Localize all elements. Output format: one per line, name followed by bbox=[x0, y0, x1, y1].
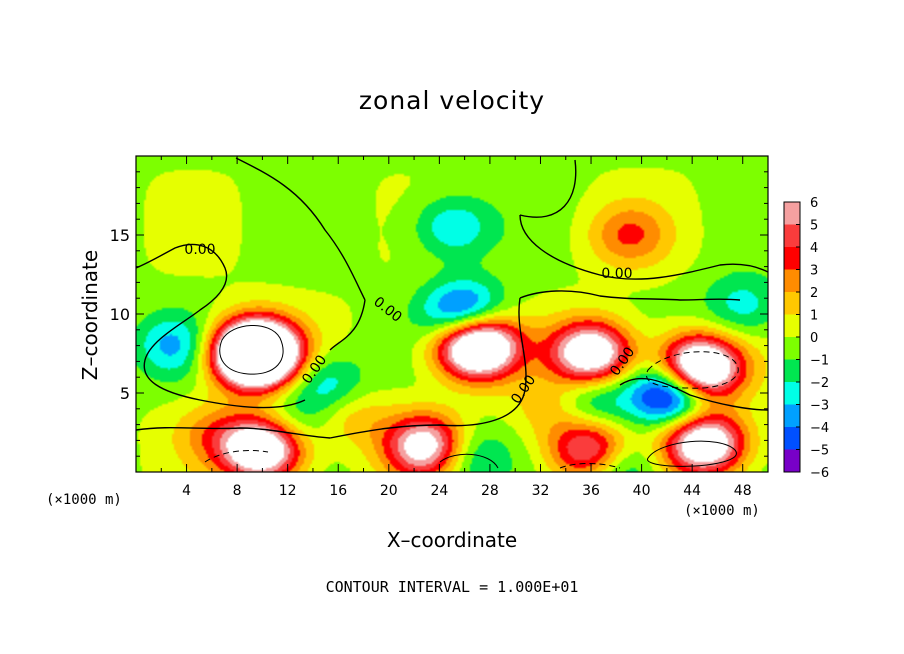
x-axis-label: X–coordinate bbox=[386, 528, 518, 552]
colorbar-tick-label: −3 bbox=[810, 399, 829, 414]
colorbar-tick-label: 4 bbox=[810, 241, 818, 256]
contour-interval-note: CONTOUR INTERVAL = 1.000E+01 bbox=[325, 578, 579, 596]
y-tick-label: 10 bbox=[110, 305, 130, 324]
chart-title: zonal velocity bbox=[358, 86, 546, 115]
colorbar-swatch bbox=[784, 337, 800, 360]
x-tick-label: 48 bbox=[734, 483, 752, 499]
x-tick-label: 32 bbox=[532, 483, 550, 499]
colorbar-swatch bbox=[784, 269, 800, 293]
colorbar-swatch-last bbox=[784, 449, 800, 472]
zero-contour-left bbox=[136, 243, 306, 409]
x-tick-label: 20 bbox=[380, 483, 398, 499]
y-tick-label: 15 bbox=[110, 226, 130, 245]
inner-contour-left bbox=[219, 325, 284, 375]
colorbar: 6 5 4 3 2 1 0 −1 −2 −3 −4 −5 −6 bbox=[783, 196, 829, 481]
colorbar-swatch bbox=[784, 224, 800, 248]
colorbar-tick-label: 6 bbox=[810, 196, 818, 211]
zero-contour-lower bbox=[136, 377, 768, 439]
inner-contour-bottom-right bbox=[646, 440, 737, 467]
x-tick-label: 4 bbox=[182, 483, 191, 499]
x-tick-label: 8 bbox=[233, 483, 242, 499]
zero-contour-mid bbox=[329, 290, 741, 439]
y-axis-label: Z–coordinate bbox=[78, 249, 102, 381]
colorbar-tick-label: −5 bbox=[810, 444, 829, 459]
colorbar-swatch bbox=[784, 314, 800, 338]
colorbar-tick-label: −4 bbox=[810, 421, 829, 436]
dashed-contours bbox=[204, 351, 739, 469]
y-axis: 5 10 15 bbox=[110, 171, 768, 457]
colorbar-swatch bbox=[784, 382, 800, 405]
colorbar-tick-label: 1 bbox=[810, 309, 818, 324]
x-tick-label: 24 bbox=[430, 483, 448, 499]
colorbar-swatch bbox=[784, 247, 800, 270]
x-unit-label-right: (×1000 m) bbox=[684, 503, 760, 519]
contour-label: 0.00 bbox=[184, 242, 215, 258]
x-tick-label: 44 bbox=[683, 483, 701, 499]
colorbar-tick-label: 0 bbox=[810, 331, 818, 346]
dashed-contour-bottom-left bbox=[204, 449, 269, 463]
x-axis: 4 8 12 16 20 24 28 32 36 40 44 48 bbox=[160, 156, 752, 499]
x-unit-label-left: (×1000 m) bbox=[46, 492, 122, 508]
heatmap-field bbox=[136, 156, 768, 472]
zero-contour-upper bbox=[235, 157, 366, 351]
dashed-contour-right bbox=[646, 351, 739, 389]
colorbar-tick-label: 3 bbox=[810, 264, 818, 279]
zero-contour-right bbox=[519, 159, 768, 280]
colorbar-tick-label: 5 bbox=[810, 219, 818, 234]
solid-inner-contours bbox=[219, 325, 737, 469]
x-tick-label: 36 bbox=[582, 483, 600, 499]
x-tick-label: 16 bbox=[329, 483, 347, 499]
y-tick-label: 5 bbox=[120, 384, 130, 403]
colorbar-swatch bbox=[784, 404, 800, 428]
colorbar-tick-label: −1 bbox=[810, 354, 829, 369]
x-tick-label: 28 bbox=[481, 483, 499, 499]
colorbar-swatch bbox=[784, 292, 800, 315]
colorbar-swatch bbox=[784, 427, 800, 450]
colorbar-tick-label: −6 bbox=[810, 466, 829, 481]
contour-label: 0.00 bbox=[601, 266, 632, 282]
x-tick-label: 40 bbox=[633, 483, 651, 499]
colorbar-swatch bbox=[784, 202, 800, 225]
colorbar-tick-label: 2 bbox=[810, 286, 818, 301]
contour-lines bbox=[136, 157, 768, 439]
colorbar-tick-label: −2 bbox=[810, 376, 829, 391]
inner-contour-bottom-mid bbox=[439, 453, 499, 469]
x-tick-label: 12 bbox=[279, 483, 297, 499]
colorbar-swatch bbox=[784, 359, 800, 383]
dashed-contour-bottom-right bbox=[559, 463, 621, 469]
